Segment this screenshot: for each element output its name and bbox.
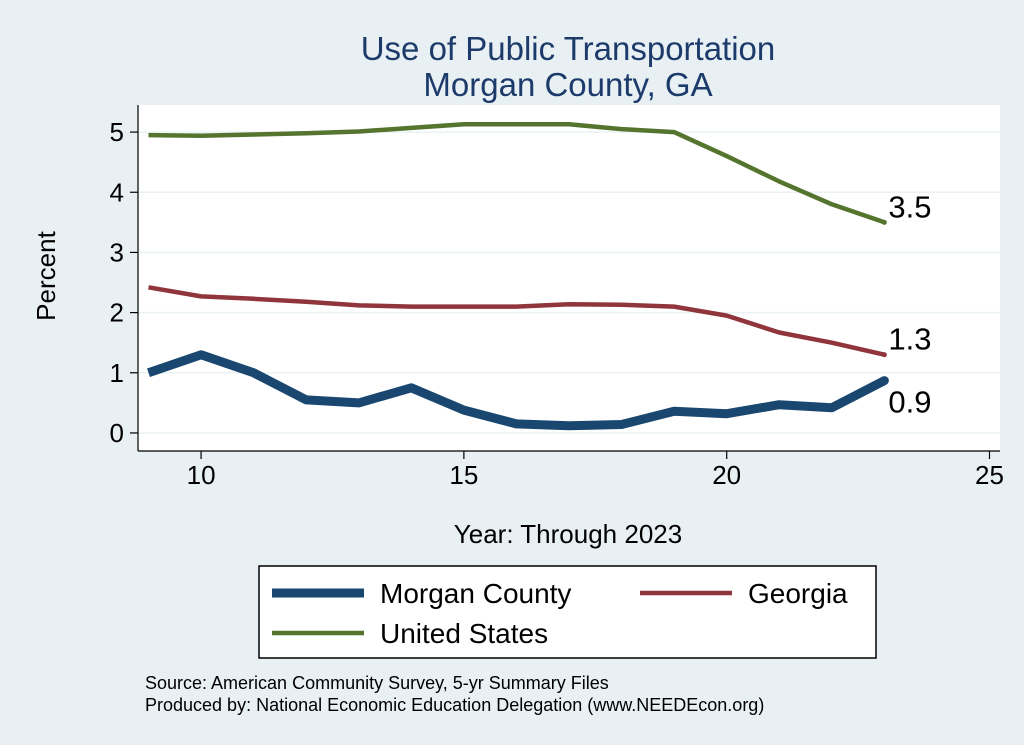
x-tick-label-20: 20 bbox=[712, 460, 741, 490]
x-tick-label-15: 15 bbox=[449, 460, 478, 490]
y-tick-label-2: 2 bbox=[110, 298, 124, 328]
series-line-morgan-county bbox=[147, 350, 887, 431]
legend-label-united-states: United States bbox=[380, 618, 548, 649]
source-note: Source: American Community Survey, 5-yr … bbox=[145, 673, 609, 693]
y-tick-label-0: 0 bbox=[110, 418, 124, 448]
axes: 0 1 2 3 4 5 10 15 20 25 bbox=[110, 105, 1004, 490]
end-point-georgia bbox=[881, 352, 887, 358]
x-axis-label: Year: Through 2023 bbox=[454, 519, 682, 549]
y-axis-label: Percent bbox=[31, 230, 61, 320]
legend: Morgan County Georgia United States bbox=[258, 565, 877, 659]
end-label-united-states: 3.5 bbox=[888, 189, 931, 224]
producer-note: Produced by: National Economic Education… bbox=[145, 695, 764, 715]
plot-area bbox=[138, 105, 1000, 451]
legend-label-morgan-county: Morgan County bbox=[380, 578, 571, 609]
end-label-georgia: 1.3 bbox=[888, 322, 931, 357]
end-point-united-states bbox=[881, 219, 887, 225]
legend-label-georgia: Georgia bbox=[748, 578, 848, 609]
series-line-georgia bbox=[148, 285, 885, 357]
end-labels: 3.5 1.3 0.9 bbox=[888, 189, 931, 419]
legend-box bbox=[258, 565, 877, 659]
chart-title-line-1: Use of Public Transportation bbox=[361, 30, 776, 67]
gridlines bbox=[138, 131, 1000, 434]
y-tick-label-1: 1 bbox=[110, 358, 124, 388]
chart-title-line-2: Morgan County, GA bbox=[423, 66, 712, 103]
x-tick-label-25: 25 bbox=[975, 460, 1004, 490]
y-tick-label-4: 4 bbox=[110, 177, 124, 207]
y-tick-label-3: 3 bbox=[110, 237, 124, 267]
end-point-morgan-county bbox=[879, 376, 889, 386]
series-line-united-states bbox=[148, 122, 886, 225]
series-lines bbox=[147, 122, 889, 431]
y-tick-label-5: 5 bbox=[110, 117, 124, 147]
x-tick-label-10: 10 bbox=[187, 460, 216, 490]
end-label-morgan-county: 0.9 bbox=[888, 385, 931, 420]
